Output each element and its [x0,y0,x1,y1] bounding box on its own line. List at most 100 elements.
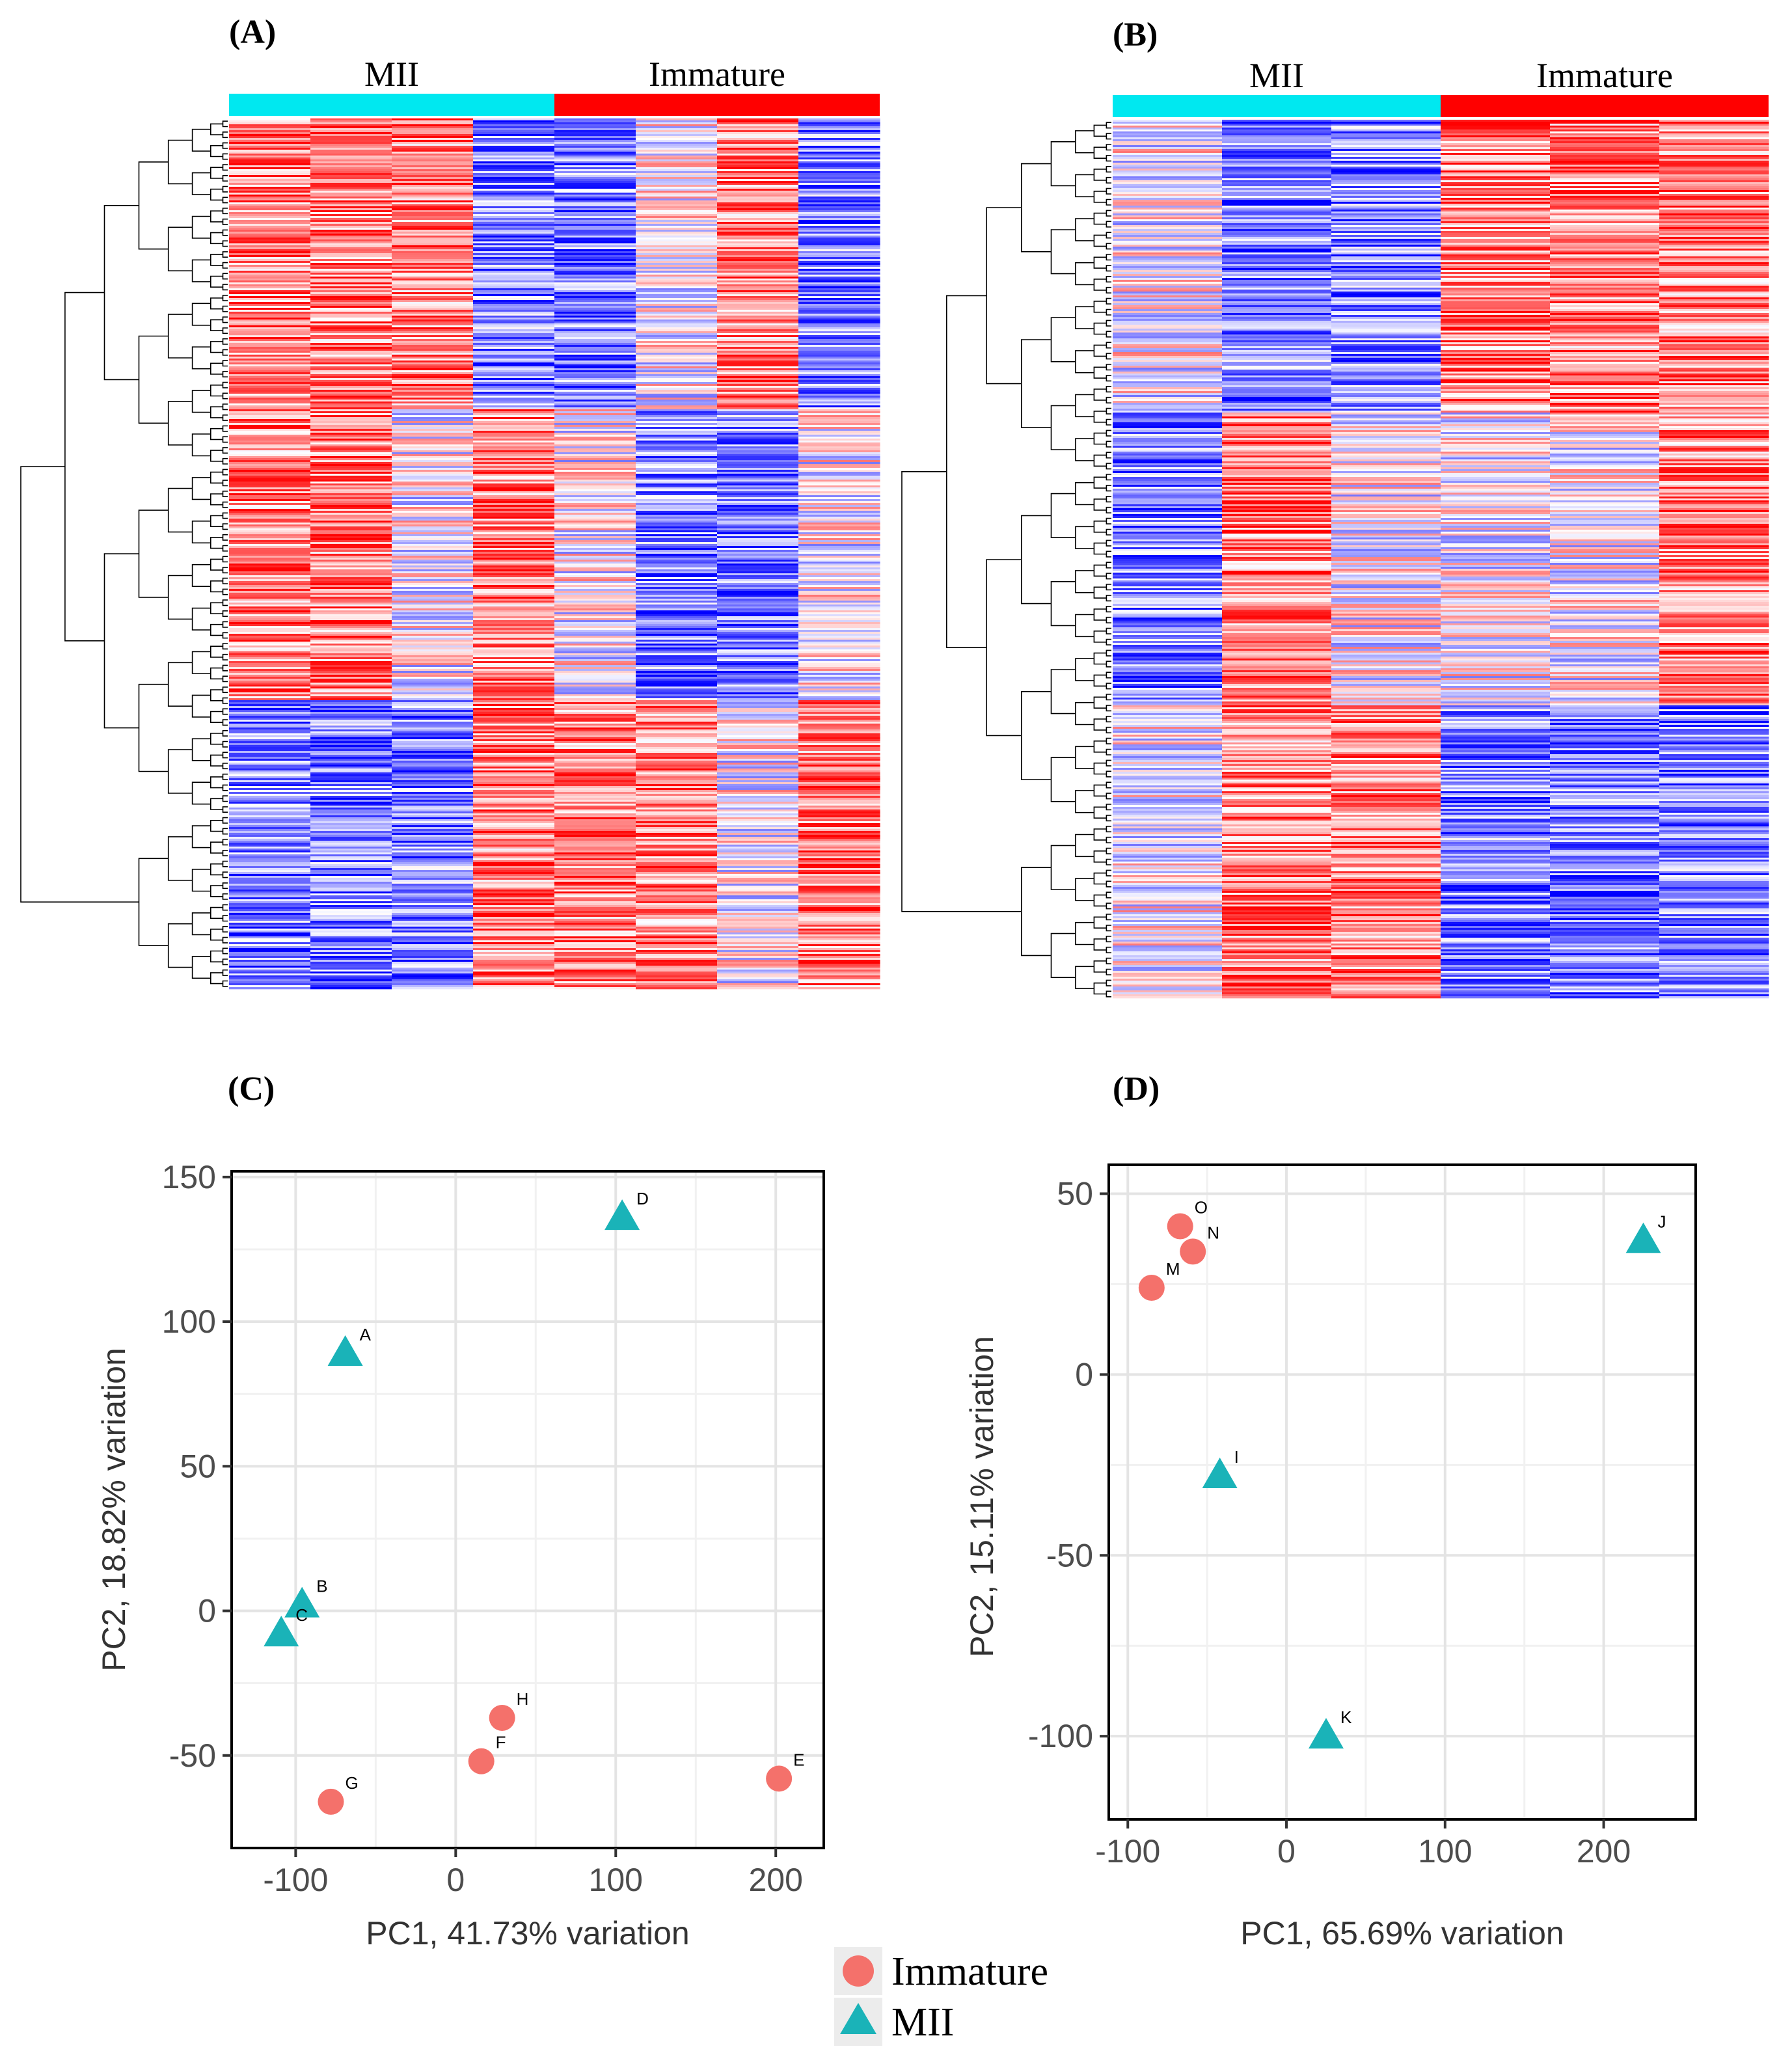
heatmap-cell [798,831,880,834]
heatmap-cell [717,849,799,851]
dendrogram-branch [222,839,228,846]
heatmap-cell [473,485,555,488]
heatmap-cell [1222,243,1332,245]
heatmap-cell [229,981,311,984]
heatmap-cell [717,253,799,256]
heatmap-cell [229,642,311,644]
heatmap-cell [798,893,880,896]
heatmap-cell [1550,338,1660,341]
heatmap-cell [392,616,474,619]
heatmap-cell [229,737,311,740]
heatmap-cell [798,273,880,275]
heatmap-cell [229,589,311,591]
heatmap-cell [229,302,311,305]
heatmap-cell [1550,377,1660,380]
heatmap-cell [798,195,880,197]
heatmap-cell [310,417,392,420]
heatmap-cell [1113,473,1223,476]
heatmap-cell [798,224,880,226]
heatmap-cell [554,831,636,834]
heatmap-cell [554,950,636,953]
heatmap-cell [1331,251,1441,253]
heatmap-cell [554,171,636,174]
heatmap-cell [310,171,392,174]
heatmap-cell [473,208,555,211]
heatmap-cell [1113,135,1223,138]
heatmap-cell [229,511,311,513]
heatmap-cell [473,310,555,312]
heatmap-cell [554,380,636,383]
heatmap-cell [1222,457,1332,460]
heatmap-cell [310,874,392,877]
heatmap-cell [1659,516,1769,519]
heatmap-cell [798,157,880,160]
dendrogram-branch [222,653,228,660]
heatmap-cell [392,403,474,406]
heatmap-cell [310,241,392,244]
heatmap-cell [717,542,799,545]
heatmap-cell [798,400,880,402]
heatmap-cell [1550,469,1660,472]
heatmap-cell [1550,303,1660,306]
heatmap-cell [636,179,718,182]
heatmap-cell [554,243,636,246]
heatmap-cell [717,579,799,582]
heatmap-cell [554,398,636,400]
heatmap-cell [1222,249,1332,251]
heatmap-cell [473,431,555,433]
heatmap-cell [1113,338,1223,341]
heatmap-cell [310,310,392,312]
heatmap-cell [1113,249,1223,251]
heatmap-cell [310,323,392,326]
heatmap-cell [310,441,392,443]
heatmap-cell [554,909,636,912]
heatmap-cell [1222,467,1332,470]
heatmap-cell [717,466,799,469]
heatmap-cell [1331,286,1441,288]
heatmap-cell [310,339,392,342]
heatmap-cell [1441,481,1551,483]
heatmap-cell [1113,502,1223,505]
heatmap-cell [473,808,555,810]
heatmap-cell [473,366,555,369]
heatmap-cell [554,934,636,937]
heatmap-cell [717,960,799,962]
dendrogram-branch [222,632,228,639]
heatmap-cell [473,206,555,209]
heatmap-cell [1659,496,1769,499]
heatmap-cell [229,970,311,972]
heatmap-cell [798,983,880,986]
heatmap-cell [798,829,880,832]
dendrogram-branch [210,580,223,593]
heatmap-cell [798,403,880,406]
heatmap-cell [392,364,474,367]
heatmap-cell [473,357,555,359]
heatmap-cell [1113,366,1223,368]
heatmap-cell [229,849,311,851]
heatmap-cell [392,476,474,478]
heatmap-cell [310,154,392,156]
heatmap-cell [798,632,880,634]
heatmap-cell [473,337,555,340]
heatmap-cell [1441,157,1551,159]
heatmap-cell [717,126,799,129]
heatmap-cell [1441,169,1551,171]
heatmap-cell [717,148,799,150]
heatmap-cell [229,649,311,652]
heatmap-cell [636,226,718,228]
heatmap-cell [798,138,880,141]
heatmap-cell [1659,282,1769,284]
heatmap-cell [636,193,718,195]
heatmap-cell [798,427,880,429]
heatmap-cell [473,901,555,904]
heatmap-cell [473,792,555,795]
heatmap-cell [636,952,718,955]
heatmap-cell [717,850,799,853]
heatmap-cell [392,960,474,962]
heatmap-cell [636,796,718,798]
heatmap-cell [473,444,555,447]
heatmap-cell [798,216,880,219]
heatmap-cell [798,126,880,129]
heatmap-cell [1113,210,1223,212]
heatmap-cell [554,735,636,738]
